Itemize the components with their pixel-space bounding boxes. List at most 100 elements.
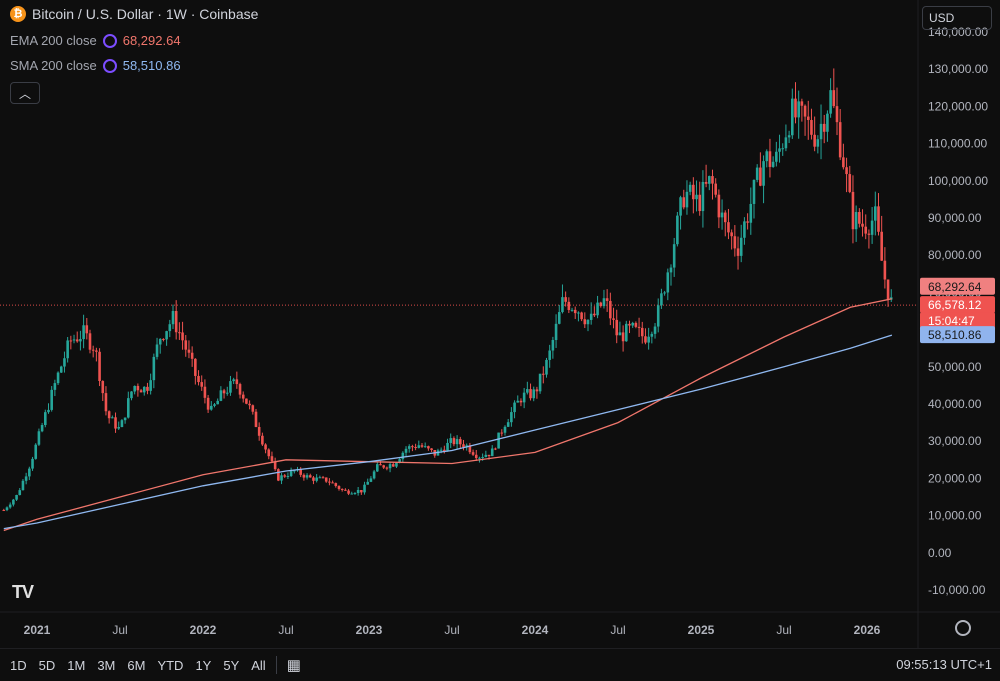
candle-body	[854, 212, 858, 230]
candle-body	[91, 349, 95, 351]
candle-body	[717, 194, 721, 218]
candle-body	[321, 477, 325, 479]
candle-body	[510, 412, 513, 423]
candle-body	[50, 389, 53, 410]
candle-body	[506, 422, 510, 427]
candle-body	[261, 435, 264, 445]
candle-body	[254, 411, 258, 427]
candle-body	[583, 319, 587, 325]
y-tick-label: 40,000.00	[928, 397, 982, 411]
candle-body	[79, 339, 82, 342]
candle-body	[187, 349, 191, 353]
candle-body	[797, 101, 800, 118]
candle-body	[698, 194, 702, 212]
range-1y[interactable]: 1Y	[195, 657, 212, 673]
candle-body	[468, 445, 472, 453]
candle-body	[328, 481, 331, 483]
candle-body	[593, 313, 596, 316]
x-tick-label: 2021	[24, 623, 51, 637]
range-ytd[interactable]: YTD	[157, 657, 184, 673]
candle-body	[548, 350, 551, 360]
candle-body	[743, 221, 746, 238]
candle-body	[557, 312, 561, 324]
candle-body	[545, 359, 548, 375]
candle-body	[340, 488, 344, 490]
candle-body	[672, 244, 676, 268]
date-range-icon[interactable]: ▦	[286, 657, 301, 674]
chevron-up-icon: ︿	[18, 86, 31, 101]
candle-body	[455, 439, 459, 445]
range-all[interactable]: All	[251, 657, 266, 673]
last-price-tag-bg	[920, 296, 995, 314]
range-3m[interactable]: 3M	[97, 657, 116, 673]
range-6m[interactable]: 6M	[127, 657, 146, 673]
range-1d[interactable]: 1D	[10, 657, 27, 673]
candle-body	[382, 465, 385, 468]
candle-body	[248, 403, 251, 406]
chart-header: ₿ Bitcoin / U.S. Dollar · 1W · Coinbase	[10, 6, 258, 22]
ema-indicator[interactable]: EMA 200 close 68,292.64	[10, 33, 181, 48]
collapse-indicators-button[interactable]: ︿	[10, 82, 40, 104]
candle-body	[615, 319, 619, 336]
candle-body	[819, 123, 823, 140]
ema-settings-icon[interactable]	[102, 33, 117, 48]
candle-body	[238, 384, 242, 395]
candle-body	[826, 113, 829, 132]
candle-body	[114, 417, 117, 429]
candle-body	[723, 212, 727, 223]
candle-body	[682, 197, 686, 208]
candle-body	[203, 386, 207, 398]
candle-body	[771, 161, 775, 167]
candle-body	[443, 449, 446, 452]
candle-body	[158, 338, 162, 345]
candle-body	[800, 101, 804, 106]
candle-body	[213, 404, 216, 406]
candle-body	[832, 90, 836, 107]
candle-body	[123, 417, 127, 421]
candle-body	[612, 318, 615, 320]
candle-body	[752, 179, 756, 204]
sma-indicator[interactable]: SMA 200 close 58,510.86	[10, 58, 181, 73]
candle-body	[395, 462, 398, 467]
candle-body	[676, 215, 679, 245]
candle-body	[133, 385, 136, 392]
candle-body	[363, 484, 366, 493]
candle-body	[423, 446, 427, 448]
chart-title: Bitcoin / U.S. Dollar · 1W · Coinbase	[32, 6, 259, 22]
candle-body	[15, 494, 18, 500]
candle-body	[267, 449, 271, 457]
candle-body	[251, 405, 255, 412]
bottom-toolbar: 1D 5D 1M 3M 6M YTD 1Y 5Y All ▦ 09:55:13 …	[0, 648, 1000, 681]
y-tick-label: 10,000.00	[928, 509, 982, 523]
countdown-tag: 15:04:47	[928, 314, 975, 328]
candle-body	[149, 380, 152, 391]
candle-body	[414, 447, 417, 449]
currency-select[interactable]: USD	[922, 6, 992, 30]
candle-body	[286, 475, 290, 477]
candle-body	[283, 475, 287, 477]
range-5d[interactable]: 5D	[38, 657, 56, 673]
candle-body	[174, 311, 178, 333]
candle-body	[781, 148, 785, 150]
candle-body	[430, 448, 433, 451]
candle-body	[449, 438, 453, 443]
ema-price-tag: 68,292.64	[928, 280, 982, 294]
candle-body	[733, 236, 737, 249]
candle-body	[503, 426, 507, 433]
candle-body	[235, 379, 239, 385]
candle-body	[653, 326, 657, 334]
range-5y[interactable]: 5Y	[223, 657, 240, 673]
gear-icon[interactable]	[955, 620, 971, 636]
candle-body	[56, 372, 60, 384]
candle-body	[264, 444, 267, 450]
candle-body	[376, 464, 379, 472]
candle-body	[47, 409, 50, 413]
candle-body	[631, 322, 634, 326]
candle-body	[570, 309, 574, 311]
candle-body	[312, 477, 315, 481]
sma-settings-icon[interactable]	[102, 58, 117, 73]
range-1m[interactable]: 1M	[67, 657, 86, 673]
candle-body	[727, 222, 730, 233]
candle-body	[822, 123, 826, 132]
